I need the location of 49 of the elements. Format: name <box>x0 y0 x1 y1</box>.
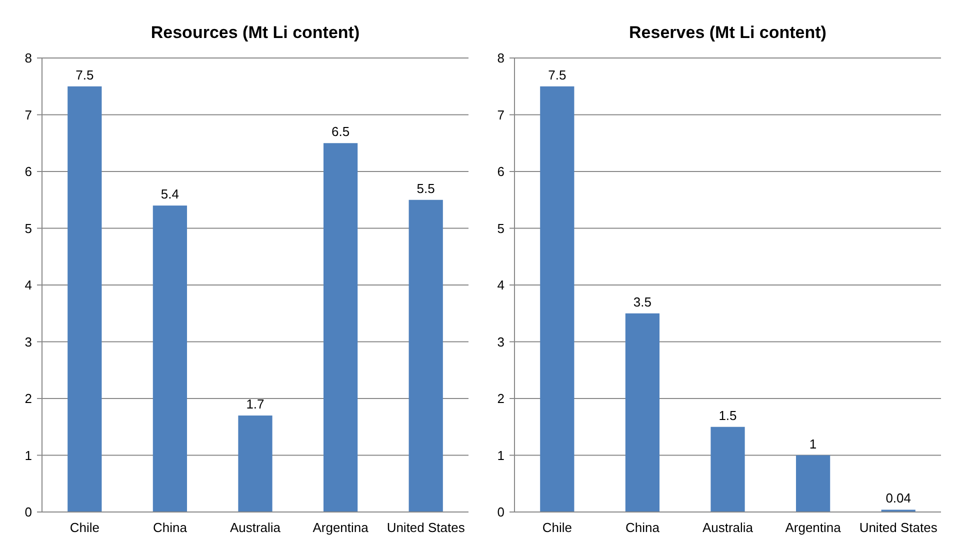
y-tick-label: 3 <box>497 334 504 350</box>
y-tick-label: 5 <box>24 220 32 236</box>
y-tick-label: 8 <box>497 50 504 66</box>
y-tick-label: 0 <box>497 504 504 520</box>
chart-title: Resources (Mt Li content) <box>150 23 360 42</box>
y-tick-label: 6 <box>24 164 32 180</box>
data-label: 5.5 <box>416 180 435 196</box>
y-tick-label: 7 <box>497 107 504 122</box>
data-label: 1.5 <box>718 408 737 423</box>
y-tick-label: 3 <box>24 334 32 350</box>
x-tick-label: China <box>152 520 188 535</box>
bar <box>796 455 830 512</box>
y-tick-label: 1 <box>24 448 32 463</box>
x-tick-label: United States <box>859 520 938 535</box>
y-tick-label: 2 <box>24 391 32 406</box>
y-tick-label: 0 <box>24 504 32 520</box>
bar <box>152 206 188 512</box>
x-tick-label: Argentina <box>785 520 842 535</box>
bar <box>238 416 272 512</box>
x-tick-label: China <box>625 520 660 535</box>
data-label: 1 <box>809 436 817 452</box>
data-label: 3.5 <box>633 294 652 310</box>
bar <box>710 426 745 512</box>
y-tick-label: 4 <box>497 278 504 293</box>
x-tick-label: Argentina <box>312 520 370 535</box>
data-label: 0.04 <box>886 490 912 506</box>
y-tick-label: 2 <box>497 391 504 406</box>
bar <box>540 86 574 512</box>
x-tick-label: Australia <box>702 520 754 535</box>
x-tick-label: Chile <box>542 520 572 535</box>
y-tick-label: 4 <box>24 278 32 293</box>
bar <box>408 200 443 512</box>
bar <box>68 86 102 512</box>
bar <box>625 313 660 512</box>
data-label: 6.5 <box>332 124 350 140</box>
y-tick-label: 6 <box>497 164 504 180</box>
bar <box>323 143 358 512</box>
chart-title: Reserves (Mt Li content) <box>629 23 826 42</box>
data-label: 7.5 <box>76 67 94 82</box>
data-label: 7.5 <box>548 67 566 82</box>
data-label: 5.4 <box>160 186 179 202</box>
y-tick-label: 7 <box>24 107 32 122</box>
x-tick-label: Australia <box>230 520 282 535</box>
x-tick-label: Chile <box>70 520 100 535</box>
y-tick-label: 1 <box>497 448 504 463</box>
x-tick-label: United States <box>386 520 466 535</box>
y-tick-label: 8 <box>24 50 32 66</box>
y-tick-label: 5 <box>497 220 504 236</box>
data-label: 1.7 <box>246 396 264 412</box>
